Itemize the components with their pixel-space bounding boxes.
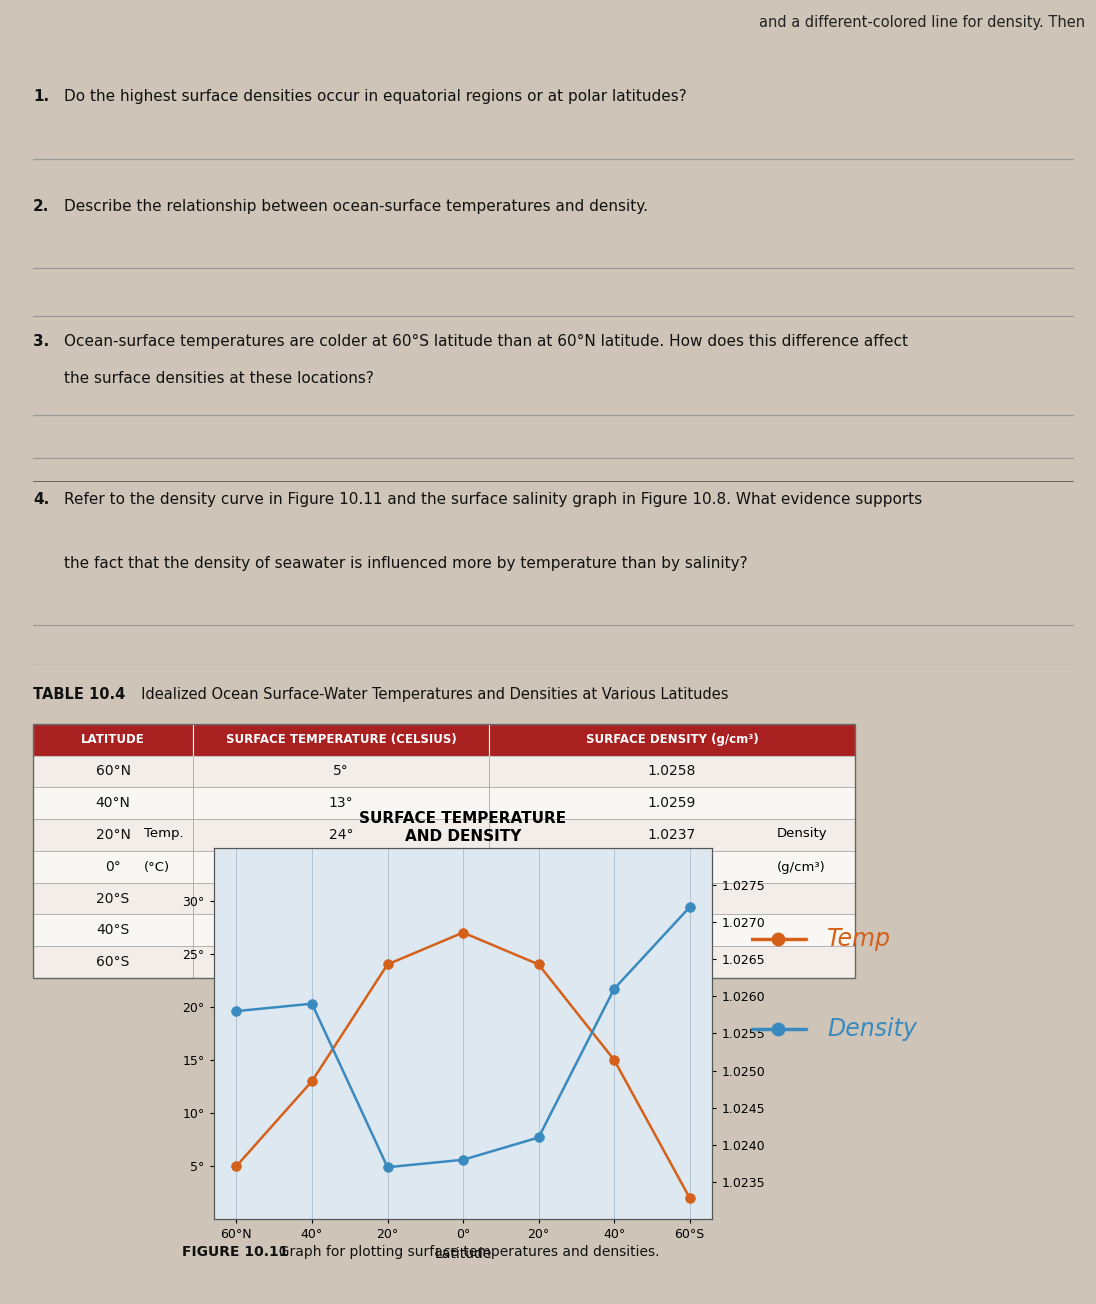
Text: Density: Density — [777, 827, 827, 840]
Bar — [193, 947, 489, 978]
Text: 1.0259: 1.0259 — [648, 797, 696, 810]
Text: the fact that the density of seawater is influenced more by temperature than by : the fact that the density of seawater is… — [64, 556, 747, 571]
Text: 1.0241: 1.0241 — [648, 892, 696, 905]
Text: and a different-colored line for density. Then: and a different-colored line for density… — [758, 16, 1085, 30]
Title: SURFACE TEMPERATURE
AND DENSITY: SURFACE TEMPERATURE AND DENSITY — [359, 811, 567, 844]
Text: 24°: 24° — [329, 828, 353, 842]
Text: 1.0261: 1.0261 — [648, 923, 696, 938]
Text: 2.: 2. — [33, 198, 49, 214]
Bar — [193, 914, 489, 947]
Text: 20°S: 20°S — [96, 892, 129, 905]
Bar — [33, 724, 193, 755]
Bar — [193, 852, 489, 883]
Text: 4.: 4. — [33, 492, 49, 507]
Text: 5°: 5° — [333, 764, 349, 778]
Text: Describe the relationship between ocean-surface temperatures and density.: Describe the relationship between ocean-… — [64, 198, 648, 214]
Text: (°C): (°C) — [144, 861, 170, 874]
Text: 40°N: 40°N — [95, 797, 130, 810]
Text: Temp.: Temp. — [144, 827, 183, 840]
Bar — [193, 819, 489, 852]
Text: 20°N: 20°N — [95, 828, 130, 842]
Text: LATITUDE: LATITUDE — [81, 733, 145, 746]
Text: 1.: 1. — [33, 89, 49, 104]
Bar — [489, 947, 855, 978]
Text: 1.0258: 1.0258 — [648, 764, 696, 778]
Text: Ocean-surface temperatures are colder at 60°S latitude than at 60°N latitude. Ho: Ocean-surface temperatures are colder at… — [64, 334, 909, 349]
Text: 1.0237: 1.0237 — [648, 828, 696, 842]
Bar — [193, 724, 489, 755]
Text: Temp: Temp — [827, 927, 891, 951]
Text: 60°N: 60°N — [95, 764, 130, 778]
Text: Graph for plotting surface temperatures and densities.: Graph for plotting surface temperatures … — [270, 1245, 660, 1258]
Bar — [489, 724, 855, 755]
Text: Refer to the density curve in Figure 10.11 and the surface salinity graph in Fig: Refer to the density curve in Figure 10.… — [64, 492, 923, 507]
Bar — [489, 914, 855, 947]
Bar — [33, 947, 193, 978]
Text: Density: Density — [827, 1017, 917, 1041]
Text: the surface densities at these locations?: the surface densities at these locations… — [64, 372, 374, 386]
Text: 24°: 24° — [329, 892, 353, 905]
Bar — [489, 788, 855, 819]
Text: 60°S: 60°S — [96, 955, 129, 969]
Text: 0°: 0° — [105, 859, 121, 874]
Bar — [193, 883, 489, 914]
X-axis label: Latitude: Latitude — [434, 1247, 492, 1261]
Text: 40°S: 40°S — [96, 923, 129, 938]
Bar — [33, 788, 193, 819]
Text: Idealized Ocean Surface-Water Temperatures and Densities at Various Latitudes: Idealized Ocean Surface-Water Temperatur… — [132, 687, 729, 702]
Bar — [489, 852, 855, 883]
Bar — [193, 755, 489, 788]
Text: SURFACE DENSITY (g/cm³): SURFACE DENSITY (g/cm³) — [585, 733, 758, 746]
Text: SURFACE TEMPERATURE (CELSIUS): SURFACE TEMPERATURE (CELSIUS) — [226, 733, 457, 746]
Bar — [489, 883, 855, 914]
Bar — [33, 819, 193, 852]
Text: 15°: 15° — [329, 923, 353, 938]
Bar — [33, 755, 193, 788]
Text: Do the highest surface densities occur in equatorial regions or at polar latitud: Do the highest surface densities occur i… — [64, 89, 687, 104]
Bar — [489, 819, 855, 852]
Text: 13°: 13° — [329, 797, 353, 810]
Bar — [33, 914, 193, 947]
Text: (g/cm³): (g/cm³) — [777, 861, 826, 874]
Text: 27°: 27° — [329, 859, 353, 874]
Text: TABLE 10.4: TABLE 10.4 — [33, 687, 125, 702]
Text: 1.0272: 1.0272 — [648, 955, 696, 969]
Text: 1.0238: 1.0238 — [648, 859, 696, 874]
Text: 2°: 2° — [333, 955, 349, 969]
Text: 3.: 3. — [33, 334, 49, 349]
Text: FIGURE 10.11: FIGURE 10.11 — [182, 1245, 288, 1258]
Bar — [489, 755, 855, 788]
Bar — [33, 883, 193, 914]
Bar — [33, 852, 193, 883]
Bar — [193, 788, 489, 819]
